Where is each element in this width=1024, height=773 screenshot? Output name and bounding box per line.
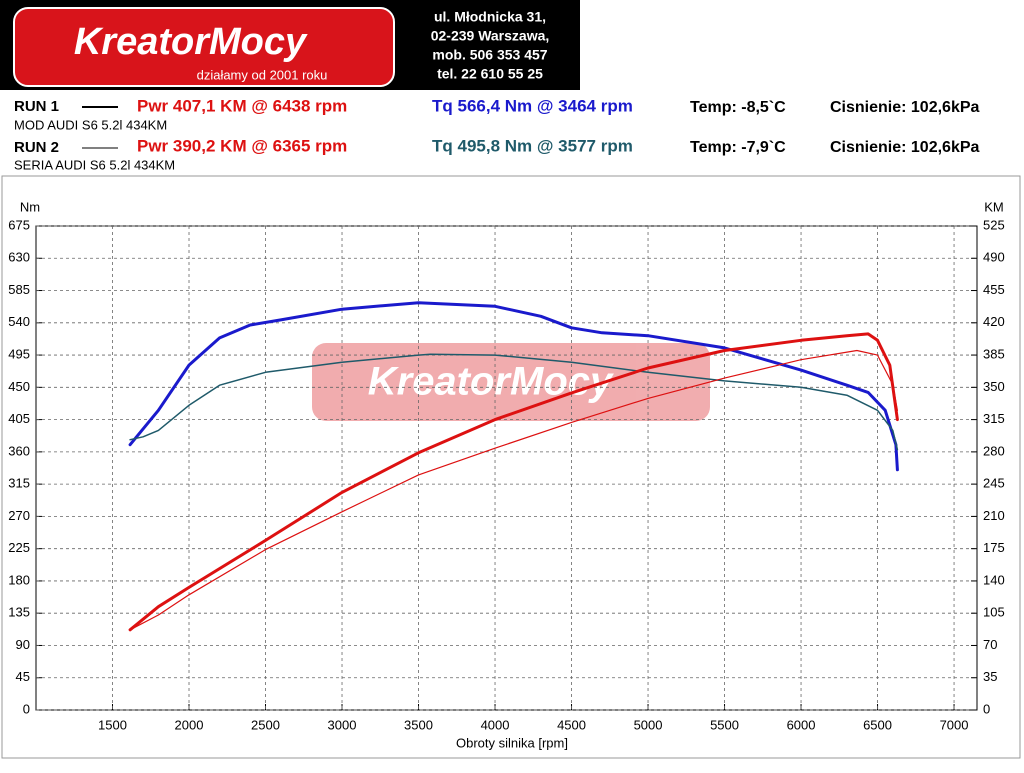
y-axis-label: Nm (20, 199, 40, 214)
logo-box (13, 7, 395, 87)
run-pwr: Pwr 407,1 KM @ 6438 rpm (137, 96, 347, 115)
series-line (129, 349, 898, 631)
address: ul. Młodnicka 31, (434, 9, 546, 25)
x-tick-label: 4000 (481, 717, 510, 732)
x-tick-label: 4500 (557, 717, 586, 732)
y-tick-label: 0 (23, 701, 30, 716)
run-label: RUN 2 (14, 139, 59, 156)
plot-area (35, 225, 978, 711)
y2-tick-label: 385 (983, 347, 1005, 362)
y2-tick-label: 175 (983, 540, 1005, 555)
series-line (129, 353, 899, 451)
y-tick-label: 585 (8, 282, 30, 297)
y2-tick-label: 105 (983, 605, 1005, 620)
run-label: RUN 1 (14, 98, 59, 115)
plot: 0 45 90 135 180 225 270 315 360 405 450 495 540 585 63… (8, 217, 1004, 732)
run-car: SERIA AUDI S6 5.2l 434KM (14, 157, 175, 172)
watermark-text: KreatorMocy (368, 360, 614, 404)
x-tick-label: 3500 (404, 717, 433, 732)
y2-tick-label: 140 (983, 572, 1005, 587)
run-tq: Tq 566,4 Nm @ 3464 rpm (432, 96, 633, 115)
run-pressure: Cisnienie: 102,6kPa (830, 99, 980, 116)
y2-tick-label: 0 (983, 701, 990, 716)
x-tick-label: 1500 (98, 717, 127, 732)
logo-slogan: działamy od 2001 roku (197, 67, 328, 82)
watermark: KreatorMocy (312, 343, 710, 421)
y-tick-label: 90 (16, 637, 30, 652)
run-pressure: Cisnienie: 102,6kPa (830, 139, 980, 156)
y2-axis-label: KM (984, 199, 1004, 214)
x-tick-label: 5500 (710, 717, 739, 732)
x-axis-label: Obroty silnika [rpm] (456, 735, 568, 750)
y-tick-label: 315 (8, 476, 30, 491)
x-tick-label: 3000 (328, 717, 357, 732)
y-tick-label: 135 (8, 605, 30, 620)
y-tick-label: 270 (8, 508, 30, 523)
y-tick-label: 225 (8, 540, 30, 555)
y-tick-label: 540 (8, 314, 30, 329)
series-line (128, 332, 899, 632)
y2-tick-label: 280 (983, 443, 1005, 458)
x-tick-label: 6500 (863, 717, 892, 732)
address: tel. 22 610 55 25 (437, 66, 543, 82)
y2-tick-label: 70 (983, 637, 997, 652)
y2-tick-label: 455 (983, 282, 1005, 297)
run-tq: Tq 495,8 Nm @ 3577 rpm (432, 136, 633, 155)
x-tick-label: 5000 (634, 717, 663, 732)
run-temp: Temp: -8,5`C (690, 99, 786, 116)
y2-tick-label: 490 (983, 250, 1005, 265)
y2-tick-label: 245 (983, 476, 1005, 491)
address: mob. 506 353 457 (432, 47, 547, 63)
y2-tick-label: 350 (983, 379, 1005, 394)
series-line (128, 301, 899, 472)
y-tick-label: 180 (8, 572, 30, 587)
y2-tick-label: 315 (983, 411, 1005, 426)
run-car: MOD AUDI S6 5.2l 434KM (14, 117, 167, 132)
y-tick-label: 675 (8, 217, 30, 232)
watermark-box (312, 343, 710, 421)
x-tick-label: 7000 (940, 717, 969, 732)
y2-tick-label: 35 (983, 669, 997, 684)
y-tick-label: 630 (8, 250, 30, 265)
y-tick-label: 450 (8, 379, 30, 394)
y2-tick-label: 210 (983, 508, 1005, 523)
run-pwr: Pwr 390,2 KM @ 6365 rpm (137, 136, 347, 155)
y-tick-label: 405 (8, 411, 30, 426)
run-temp: Temp: -7,9`C (690, 139, 786, 156)
address: 02-239 Warszawa, (431, 28, 550, 44)
logo-text: KreatorMocy (74, 21, 308, 63)
x-tick-label: 2000 (175, 717, 204, 732)
y-tick-label: 45 (16, 669, 30, 684)
y2-tick-label: 420 (983, 314, 1005, 329)
x-tick-label: 2500 (251, 717, 280, 732)
y-tick-label: 360 (8, 443, 30, 458)
x-tick-label: 6000 (787, 717, 816, 732)
y2-tick-label: 525 (983, 217, 1005, 232)
y-tick-label: 495 (8, 347, 30, 362)
